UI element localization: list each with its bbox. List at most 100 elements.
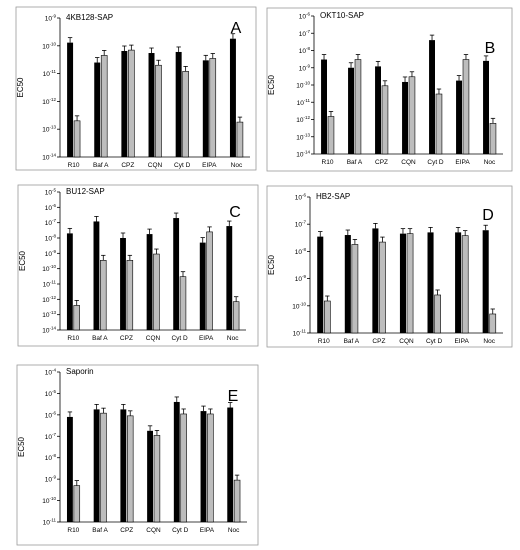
- bar: [175, 51, 182, 158]
- bar: [429, 40, 435, 154]
- x-tick-label: CPZ: [372, 338, 385, 345]
- y-tick-label: 10-5: [45, 389, 57, 398]
- y-tick-label: 10-9: [295, 274, 307, 283]
- x-tick-label: CQN: [401, 159, 416, 166]
- bar: [233, 479, 241, 523]
- bar: [408, 76, 416, 155]
- y-tick-label: 10-9: [299, 63, 311, 72]
- bar: [327, 116, 335, 155]
- x-tick-label: CQN: [146, 335, 161, 342]
- x-tick-label: EIPA: [200, 527, 215, 534]
- x-tick-label: EIPA: [199, 335, 214, 342]
- y-tick-label: 10-10: [42, 496, 56, 505]
- panel-frame: [266, 7, 513, 172]
- y-tick-label: 10-10: [292, 301, 306, 310]
- bar: [66, 233, 73, 330]
- bar: [100, 55, 108, 158]
- x-tick-label: CPZ: [375, 159, 388, 166]
- y-tick-label: 10-8: [299, 46, 311, 55]
- bar: [456, 80, 462, 154]
- panel-d: 10-11 10-10 10-9 10-8 10-7 10-6 HB2-SAP D EC50 R1…: [266, 185, 513, 348]
- x-tick-label: CQN: [148, 162, 163, 169]
- panel-b: 10-14 10-13 10-12 10-11 10-10 10-9 10-8 10-7 10-…: [266, 7, 513, 172]
- y-tick-label: 10-6: [299, 12, 311, 21]
- x-tick-label: Cyt D: [172, 527, 189, 534]
- y-tick-label: 10-8: [45, 234, 57, 243]
- x-tick-label: R10: [68, 162, 80, 169]
- x-tick-label: Cyt D: [174, 162, 191, 169]
- x-tick-label: EIPA: [454, 338, 469, 345]
- panel-title: OKT10-SAP: [320, 11, 364, 20]
- bar: [202, 60, 209, 157]
- bar: [126, 415, 134, 523]
- x-tick-label: Cyt D: [171, 335, 188, 342]
- bar: [434, 294, 441, 334]
- y-tick-label: 10-7: [45, 218, 57, 227]
- x-tick-label: Baf A: [347, 159, 363, 166]
- bar: [100, 260, 107, 331]
- panel-c: 10-14 10-13 10-12 10-11 10-10 10-9 10-8 10-7 10-…: [17, 184, 259, 347]
- bar: [351, 244, 359, 334]
- y-tick-label: 10-12: [42, 295, 56, 304]
- x-tick-label: Baf A: [344, 338, 360, 345]
- bar: [73, 120, 81, 158]
- panel-frame: [16, 364, 259, 546]
- y-tick-label: 10-11: [297, 98, 311, 107]
- x-tick-label: Noc: [484, 159, 496, 166]
- panel-letter: C: [229, 204, 241, 221]
- x-tick-label: Noc: [228, 527, 240, 534]
- bar: [483, 60, 489, 154]
- y-axis-label: EC50: [267, 254, 276, 275]
- x-tick-label: Noc: [231, 162, 243, 169]
- y-tick-label: 10-11: [43, 518, 57, 527]
- y-tick-label: 10-7: [295, 220, 307, 229]
- y-tick-label: 10-4: [45, 368, 57, 377]
- y-tick-label: 10-8: [295, 247, 307, 256]
- panel-frame: [17, 184, 259, 347]
- x-tick-label: R10: [322, 159, 334, 166]
- y-axis-label: EC50: [17, 436, 26, 457]
- y-tick-label: 10-10: [296, 81, 310, 90]
- bar: [226, 226, 233, 330]
- bar: [461, 235, 469, 334]
- bar: [455, 232, 462, 333]
- y-tick-label: 10-10: [42, 264, 56, 273]
- bar: [344, 235, 351, 333]
- bar: [209, 58, 217, 158]
- bar: [153, 253, 160, 331]
- bar: [173, 218, 180, 330]
- x-tick-label: CQN: [399, 338, 414, 345]
- bar: [462, 59, 470, 155]
- bar: [348, 67, 354, 154]
- bar: [399, 233, 406, 333]
- y-tick-label: 10-8: [45, 453, 57, 462]
- y-tick-label: 10-12: [42, 97, 56, 106]
- bar: [67, 42, 74, 158]
- y-tick-label: 10-11: [43, 69, 57, 78]
- bar: [182, 71, 189, 158]
- bar: [427, 232, 434, 333]
- bar: [381, 85, 389, 155]
- bar: [207, 413, 214, 523]
- bar: [126, 260, 134, 331]
- bar: [379, 241, 386, 334]
- y-tick-label: 10-7: [45, 432, 57, 441]
- panel-a: 10-14 10-13 10-12 10-11 10-10 10-9 4KB128-SAP A…: [15, 6, 257, 171]
- panel-title: HB2-SAP: [316, 192, 350, 201]
- x-tick-label: R10: [67, 335, 79, 342]
- panel-title: BU12-SAP: [66, 187, 105, 196]
- panel-letter: D: [482, 207, 494, 224]
- bar: [199, 242, 206, 330]
- bar: [321, 59, 327, 155]
- y-tick-label: 10-11: [43, 280, 57, 289]
- bar: [200, 411, 207, 522]
- x-tick-label: EIPA: [202, 162, 217, 169]
- y-tick-label: 10-6: [45, 203, 57, 212]
- y-tick-label: 10-10: [42, 41, 56, 50]
- bar: [206, 231, 213, 331]
- bar: [153, 435, 161, 523]
- y-tick-label: 10-9: [45, 249, 57, 258]
- y-tick-label: 10-12: [296, 115, 310, 124]
- panel-title: Saporin: [66, 367, 94, 376]
- bar: [73, 305, 80, 331]
